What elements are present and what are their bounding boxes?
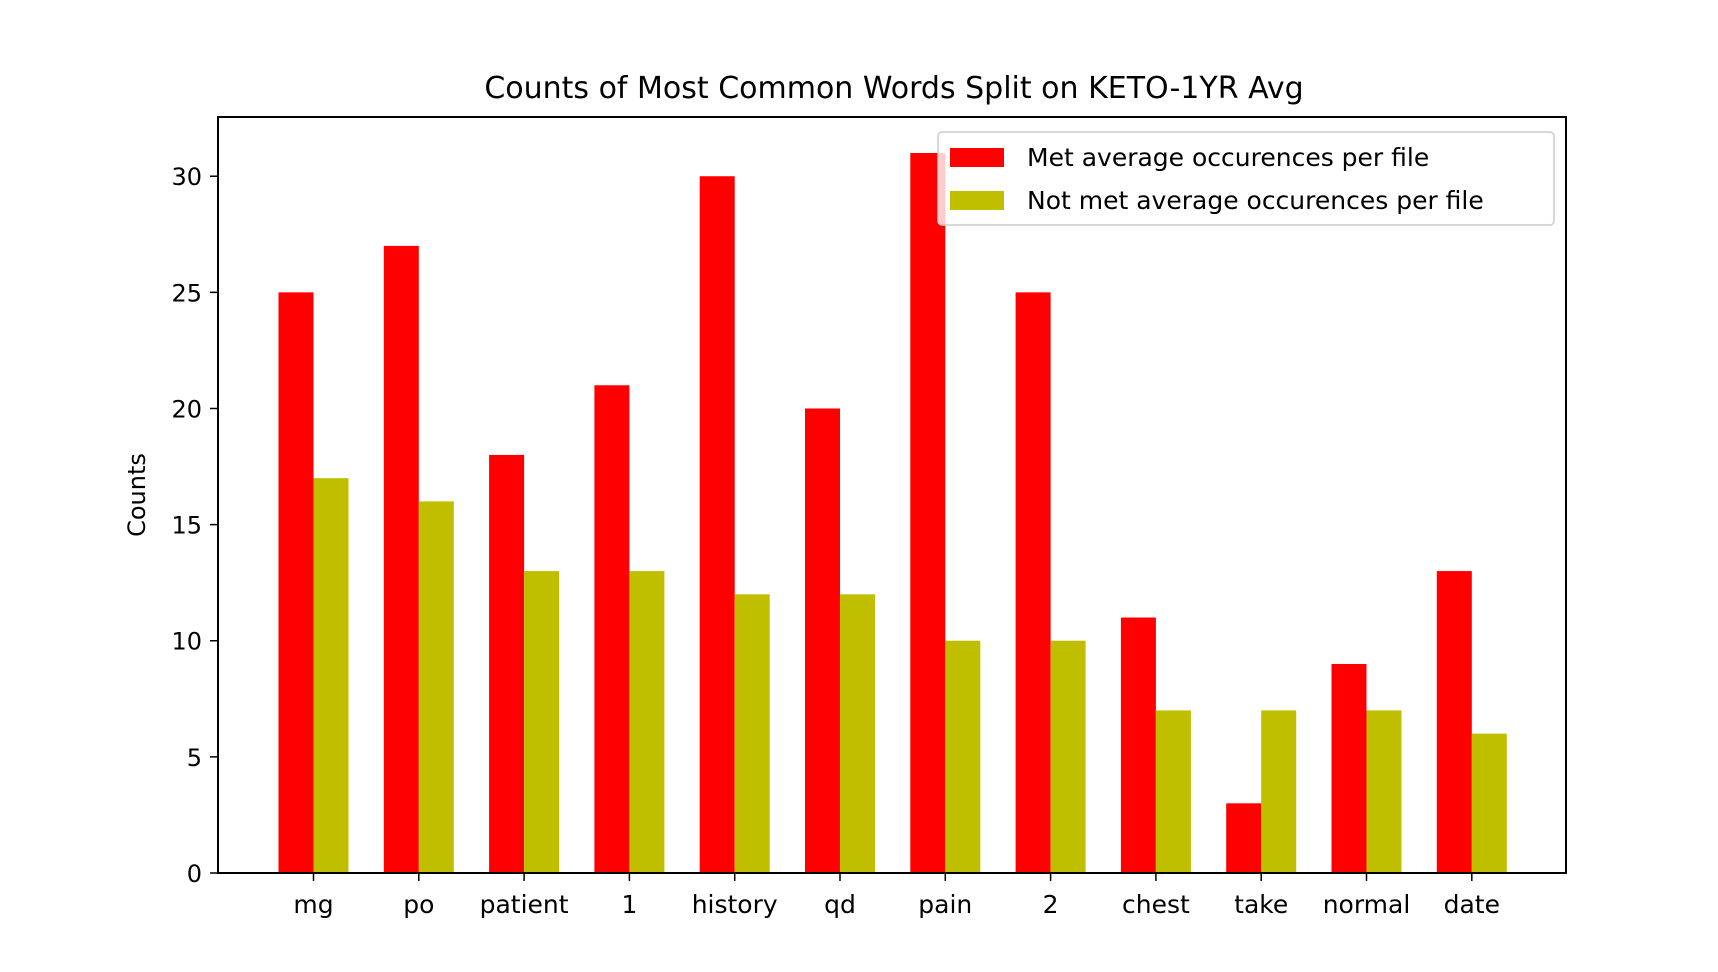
y-tick-label: 30 (171, 163, 202, 191)
x-tick-label-mg: mg (293, 890, 333, 919)
legend: Met average occurences per file Not met a… (937, 131, 1555, 226)
bar-not-met-date (1471, 733, 1507, 873)
bar-not-met-qd (840, 594, 875, 873)
x-tick-label-po: po (403, 890, 434, 919)
x-tick-label-take: take (1234, 890, 1288, 919)
x-tick-label-date: date (1444, 890, 1500, 919)
y-tick-label: 25 (171, 279, 202, 307)
bar-met-2 (1015, 292, 1051, 873)
x-tick-label-qd: qd (824, 890, 856, 919)
legend-label-met: Met average occurences per file (1027, 143, 1429, 172)
x-tick-label-pain: pain (918, 890, 972, 919)
x-tick-label-2: 2 (1043, 890, 1059, 919)
bar-not-met-po (418, 501, 454, 873)
plot-frame (217, 116, 1567, 874)
y-tick-label: 15 (171, 512, 202, 540)
bar-met-pain (910, 153, 946, 873)
y-tick-label: 20 (171, 395, 202, 423)
bar-not-met-take (1261, 710, 1297, 873)
bar-met-chest (1120, 617, 1156, 873)
bar-not-met-2 (1050, 640, 1086, 873)
x-tick-label-history: history (692, 890, 778, 919)
y-tick-label: 10 (171, 628, 202, 656)
x-tick-label-patient: patient (480, 890, 569, 919)
x-tick-label-chest: chest (1122, 890, 1190, 919)
chart-title: Counts of Most Common Words Split on KET… (484, 71, 1303, 106)
axes-layer: 0 5 10 15 20 25 30 mg po patient 1 history qd pain 2 ch… (171, 116, 1567, 919)
bar-met-mg (278, 292, 314, 873)
bar-not-met-normal (1366, 710, 1402, 873)
bar-not-met-history (734, 594, 770, 873)
legend-swatch-met (950, 148, 1004, 167)
bar-met-normal (1331, 663, 1367, 873)
bar-met-take (1226, 803, 1262, 873)
y-axis-label: Counts (123, 453, 151, 537)
bar-not-met-patient (524, 571, 560, 873)
bars-layer (278, 153, 1507, 874)
bar-met-po (383, 245, 419, 874)
legend-box (937, 131, 1555, 226)
x-tick-label-1: 1 (621, 890, 637, 919)
bar-not-met-chest (1155, 710, 1191, 873)
bar-met-1 (594, 385, 630, 873)
legend-swatch-not-met (950, 191, 1004, 210)
bar-met-history (699, 176, 735, 873)
bar-not-met-pain (945, 640, 981, 873)
bar-met-qd (805, 408, 840, 873)
x-tick-label-normal: normal (1323, 890, 1411, 919)
legend-label-not-met: Not met average occurences per file (1027, 186, 1484, 215)
y-tick-label: 0 (187, 860, 202, 888)
y-tick-label: 5 (187, 744, 202, 772)
bar-met-date (1436, 571, 1472, 873)
bar-not-met-1 (629, 571, 665, 873)
bar-not-met-mg (313, 478, 349, 873)
bar-met-patient (489, 454, 525, 873)
